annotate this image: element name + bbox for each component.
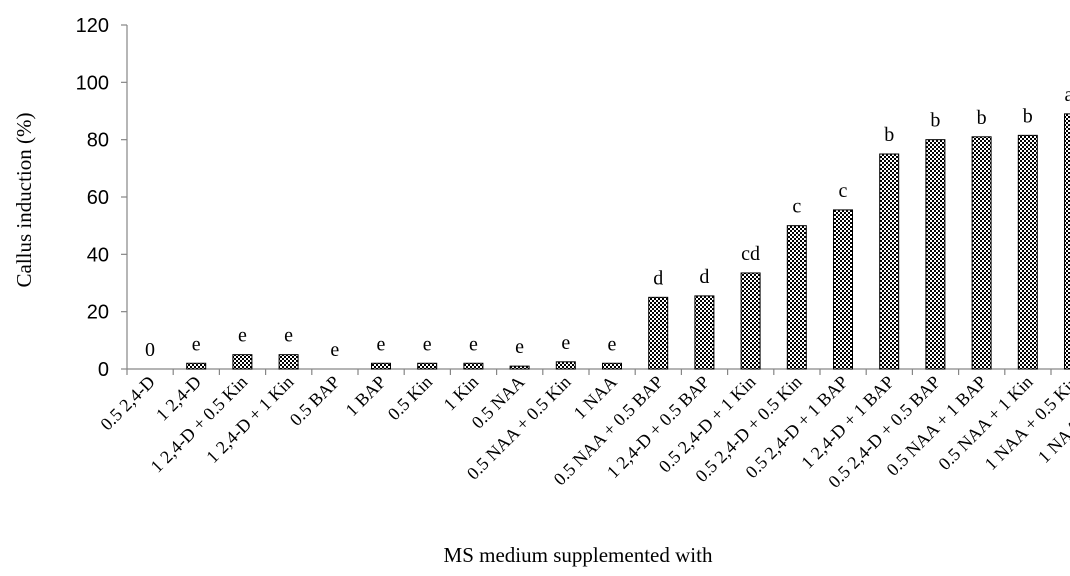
bar [279,355,298,369]
bar [603,363,622,369]
x-tick-label: 1 Kin [439,372,482,415]
y-tick-label: 40 [87,244,109,266]
significance-letter: e [469,333,478,355]
significance-letter: b [884,124,894,146]
bar [418,363,437,369]
significance-letter: e [377,333,386,355]
bar [834,210,853,369]
bar [1018,135,1037,369]
x-axis-title: MS medium supplemented with [444,543,713,567]
y-tick-label: 100 [76,72,109,94]
significance-letter: cd [741,243,760,265]
bar [741,273,760,369]
bar [787,226,806,369]
bar [972,137,991,369]
significance-letter: e [192,333,201,355]
significance-letter: b [930,110,940,132]
y-tick-label: 80 [87,130,109,152]
significance-letter: c [839,180,848,202]
bar [880,154,899,369]
significance-letter: e [561,332,570,354]
bar [695,296,714,369]
y-tick-label: 120 [76,15,109,37]
significance-letter: e [284,325,293,347]
y-tick-label: 20 [87,302,109,324]
y-tick-label: 60 [87,187,109,209]
y-axis: 0 20 40 60 80 100 120 [76,15,127,381]
significance-letter: b [1023,105,1033,127]
significance-letter: e [238,325,247,347]
significance-letter: e [608,333,617,355]
y-tick-label: 0 [98,359,109,381]
significance-letter: b [977,107,987,129]
bar [649,297,668,369]
bar [187,363,206,369]
significance-letter: e [515,336,524,358]
significance-letter: e [423,333,432,355]
x-tick-label: 0.5 2,4-D [96,372,159,435]
x-tick-label: 0.5 Kin [384,372,436,424]
significance-letter: ab [1065,84,1070,106]
y-axis-title: Callus induction (%) [12,113,36,288]
significance-letter: d [699,266,709,288]
significance-letter: e [330,339,339,361]
bar [926,140,945,369]
significance-letter: d [653,267,663,289]
significance-letter: c [792,196,801,218]
bar [372,363,391,369]
bar [1065,114,1070,369]
bar [510,366,529,369]
bar [464,363,483,369]
bar [556,362,575,369]
bar [233,355,252,369]
significance-letter: 0 [145,339,155,361]
x-tick-label: 1 BAP [341,372,389,420]
x-tick-label: 0.5 BAP [286,372,344,430]
